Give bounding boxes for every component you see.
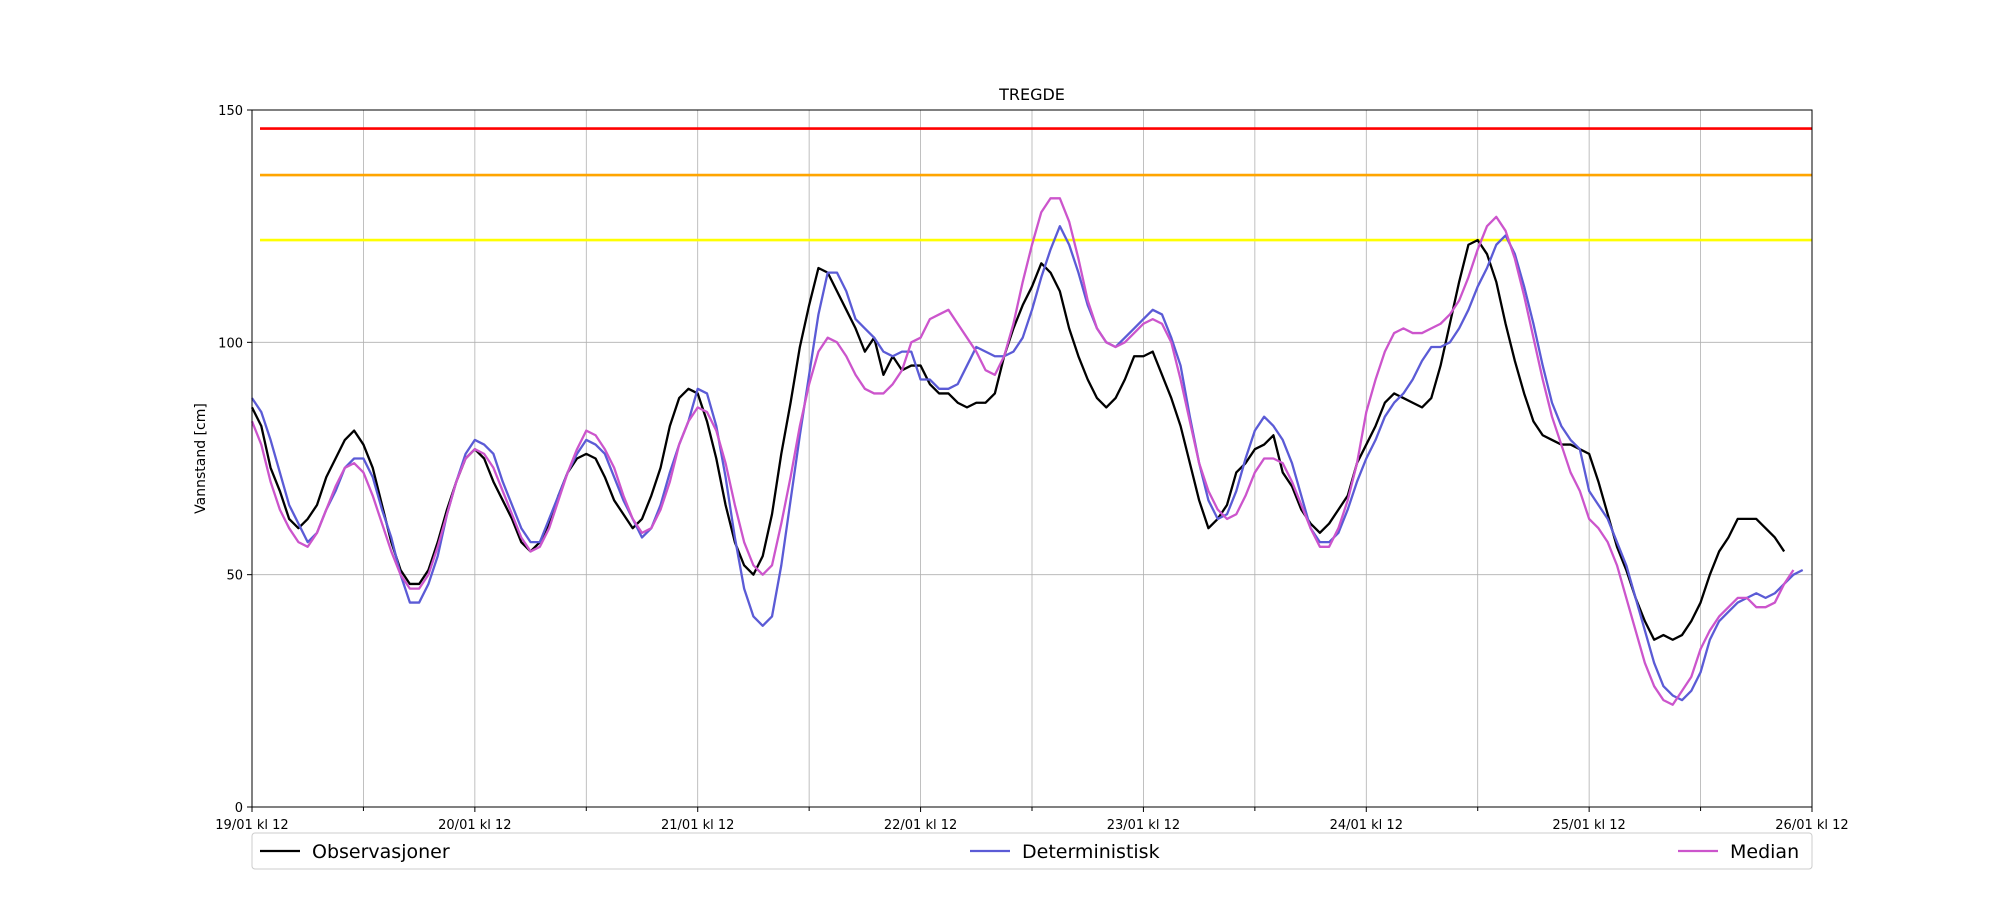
x-tick-label: 23/01 kl 12 [1107,818,1180,833]
x-tick-label: 21/01 kl 12 [661,818,734,833]
legend: Observasjoner Deterministisk Median [251,832,1813,870]
x-tick-label: 22/01 kl 12 [884,818,957,833]
threshold-lines [260,127,1812,242]
x-tick-label: 25/01 kl 12 [1552,818,1625,833]
x-tick-label: 24/01 kl 12 [1330,818,1403,833]
chart-title: TREGDE [998,85,1065,104]
y-tick-label: 50 [226,569,243,584]
legend-label: Median [1730,841,1799,863]
y-tick-label: 0 [235,801,243,816]
y-tick-label: 150 [218,104,243,119]
axes: 0 50 100 150 19/01 kl 12 20/01 kl 12 21/01 kl … [215,104,1848,833]
series-line [250,238,1786,641]
x-tick-label: 26/01 kl 12 [1775,818,1848,833]
series-line [250,197,1795,706]
y-axis-label: Vannstand [cm] [193,403,209,514]
y-tick-label: 100 [218,336,243,351]
legend-label: Deterministisk [1022,841,1160,863]
x-tick-label: 20/01 kl 12 [438,818,511,833]
series-line [251,225,1804,702]
x-tick-label: 19/01 kl 12 [215,818,288,833]
series-lines [250,197,1804,706]
legend-box [251,832,1813,870]
legend-label: Observasjoner [312,841,450,863]
